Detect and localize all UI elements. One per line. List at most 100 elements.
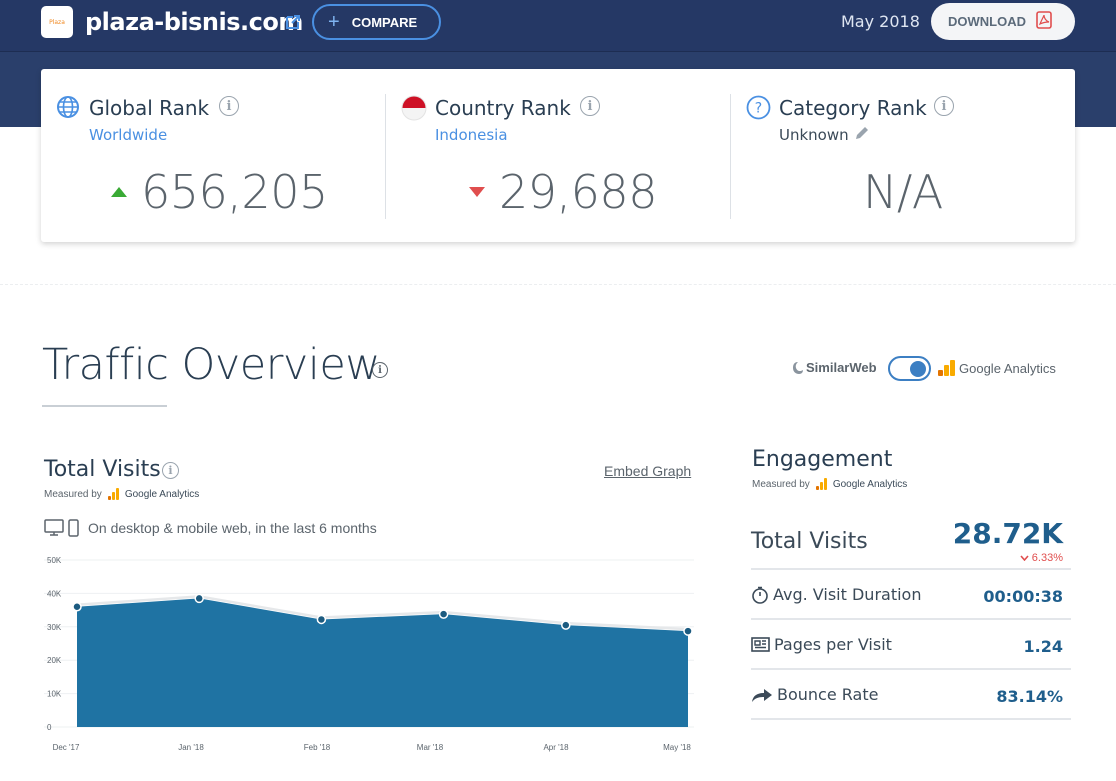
measured-ga-label: Google Analytics — [124, 488, 200, 500]
total-visits-title: Total Visits — [44, 457, 161, 482]
engagement-measured-by: Measured by Google Analytics — [752, 478, 907, 490]
global-rank-info-icon[interactable]: i — [219, 96, 239, 116]
data-point — [683, 626, 693, 636]
similarweb-label: SimilarWeb — [806, 360, 877, 375]
rank-down-arrow-icon — [469, 187, 485, 197]
y-tick-label: 40K — [47, 589, 62, 598]
device-info: On desktop & mobile web, in the last 6 m… — [44, 519, 377, 537]
category-rank-info-icon[interactable]: i — [934, 96, 954, 116]
pages-value: 1.24 — [1023, 637, 1063, 656]
country-rank-value: 29,688 — [499, 165, 657, 219]
rank-divider — [730, 94, 731, 219]
bounce-text: Bounce Rate — [777, 685, 879, 704]
y-tick-label: 50K — [47, 556, 62, 565]
bounce-label: Bounce Rate — [751, 685, 878, 704]
country-rank-sub[interactable]: Indonesia — [435, 126, 508, 144]
x-tick-label: May '18 — [663, 743, 691, 752]
bounce-arrow-icon — [752, 688, 772, 702]
measured-by-label: Measured by — [752, 478, 810, 490]
engagement-total-visits-label: Total Visits — [751, 529, 868, 554]
engagement-bounce-row: Bounce Rate 83.14% — [751, 670, 1071, 720]
svg-text:?: ? — [755, 101, 762, 117]
pages-label: Pages per Visit — [751, 635, 892, 654]
site-name: plaza-bisnis.com — [85, 8, 303, 36]
similarweb-logo[interactable]: SimilarWeb — [792, 360, 877, 375]
google-analytics-icon — [107, 488, 119, 500]
global-rank-sub[interactable]: Worldwide — [89, 126, 168, 144]
x-tick-label: Jan '18 — [178, 743, 204, 752]
pages-icon — [751, 636, 770, 652]
global-rank-value: 656,205 — [141, 165, 328, 219]
traffic-info-icon[interactable]: i — [372, 362, 388, 378]
edit-pencil-icon[interactable] — [854, 125, 870, 146]
date-label: May 2018 — [841, 12, 920, 31]
measured-by-label: Measured by — [44, 488, 102, 500]
data-point — [194, 593, 204, 604]
google-analytics-logo[interactable]: Google Analytics — [938, 360, 1056, 376]
embed-graph-link[interactable]: Embed Graph — [604, 463, 692, 479]
globe-icon — [56, 95, 80, 124]
plus-icon: + — [328, 11, 340, 33]
top-bar: Plaza plaza-bisnis.com + COMPARE May 201… — [0, 0, 1116, 52]
bounce-value: 83.14% — [996, 687, 1063, 706]
total-visits-info-icon[interactable]: i — [162, 462, 179, 479]
google-analytics-icon — [938, 360, 955, 376]
chevron-down-icon — [1020, 555, 1029, 562]
data-point — [72, 602, 82, 612]
total-visits-change: 6.33% — [1020, 552, 1063, 564]
indonesia-flag-icon — [401, 95, 427, 126]
measured-by: Measured by Google Analytics — [44, 488, 199, 500]
compare-button[interactable]: + COMPARE — [312, 4, 441, 40]
stopwatch-icon — [752, 586, 768, 604]
favicon-label: Plaza — [49, 18, 65, 26]
traffic-overview-title: Traffic Overview — [42, 340, 380, 390]
engagement-total-visits-value: 28.72K — [952, 517, 1063, 550]
x-tick-label: Mar '18 — [417, 743, 444, 752]
data-point — [438, 609, 449, 619]
rank-up-arrow-icon — [111, 187, 127, 197]
x-tick-label: Apr '18 — [543, 743, 569, 752]
device-text: On desktop & mobile web, in the last 6 m… — [88, 520, 377, 536]
engagement-title: Engagement — [752, 447, 893, 472]
y-tick-label: 20K — [47, 656, 62, 665]
category-rank-sub: Unknown — [779, 126, 849, 144]
y-tick-label: 0 — [47, 723, 52, 732]
total-visits-chart: 0 10K 20K 30K 40K 50K Dec '17 Jan '18 Feb '18 Mar… — [44, 556, 694, 752]
category-rank-value: N/A — [863, 165, 943, 219]
external-link-icon[interactable] — [285, 14, 301, 35]
data-point — [561, 620, 571, 630]
ga-label: Google Analytics — [959, 360, 1056, 376]
desktop-mobile-icon — [44, 519, 79, 537]
category-rank-title: Category Rank — [779, 96, 927, 120]
visits-line — [76, 595, 689, 631]
rank-card: Global Rank i Worldwide 656,205 Country … — [41, 69, 1075, 242]
data-point — [316, 614, 327, 625]
visits-area — [77, 598, 688, 727]
download-label: DOWNLOAD — [948, 14, 1026, 29]
toggle-knob — [910, 360, 926, 377]
download-button[interactable]: DOWNLOAD — [931, 3, 1075, 40]
similarweb-icon — [793, 361, 803, 374]
engagement-pages-row: Pages per Visit 1.24 — [751, 620, 1071, 670]
pages-text: Pages per Visit — [774, 635, 892, 654]
duration-value: 00:00:38 — [983, 587, 1063, 606]
pdf-icon — [1036, 11, 1052, 32]
title-underline — [42, 405, 167, 407]
x-tick-label: Feb '18 — [304, 743, 331, 752]
measured-ga-label: Google Analytics — [832, 478, 908, 490]
rank-divider — [385, 94, 386, 219]
question-icon: ? — [746, 95, 771, 125]
source-toggle[interactable] — [888, 356, 931, 381]
y-tick-label: 30K — [47, 623, 62, 632]
total-visits-change-value: 6.33% — [1031, 552, 1063, 564]
y-tick-label: 10K — [47, 690, 62, 699]
duration-label: Avg. Visit Duration — [751, 585, 921, 604]
engagement-total-visits-row: Total Visits 28.72K 6.33% — [751, 517, 1071, 570]
global-rank-title: Global Rank — [89, 96, 210, 120]
compare-label: COMPARE — [351, 14, 418, 30]
country-rank-info-icon[interactable]: i — [580, 96, 600, 116]
country-rank-title: Country Rank — [435, 96, 571, 120]
google-analytics-icon — [815, 478, 827, 490]
site-favicon: Plaza — [41, 6, 73, 38]
engagement-duration-row: Avg. Visit Duration 00:00:38 — [751, 570, 1071, 620]
